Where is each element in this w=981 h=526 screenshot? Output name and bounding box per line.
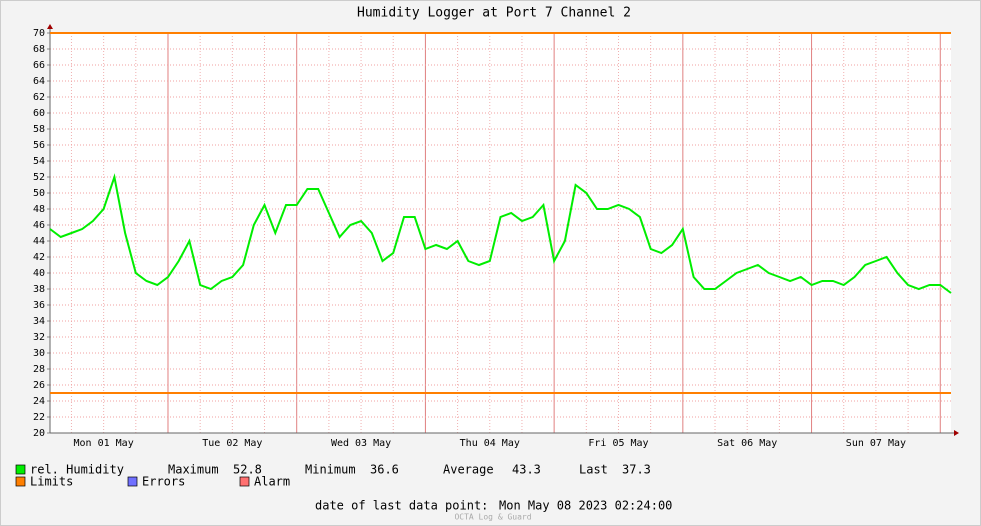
- y-tick-label: 36: [33, 300, 45, 311]
- y-tick-label: 52: [33, 172, 45, 183]
- y-tick-label: 66: [33, 60, 45, 71]
- plot-area: [50, 33, 951, 433]
- legend-label: Alarm: [254, 475, 290, 489]
- stat-label: Maximum: [168, 463, 219, 477]
- stat-label: Last: [579, 463, 608, 477]
- legend-swatch: [127, 476, 138, 487]
- x-axis-arrow: [954, 430, 959, 436]
- footer-label: date of last data point:: [315, 499, 488, 513]
- footer-date: Mon May 08 2023 02:24:00: [499, 499, 672, 513]
- y-tick-label: 68: [33, 44, 45, 55]
- x-tick-label: Tue 02 May: [202, 438, 262, 449]
- y-tick-label: 38: [33, 284, 45, 295]
- legend-swatch: [15, 464, 26, 475]
- legend-swatch: [239, 476, 250, 487]
- y-tick-label: 28: [33, 364, 45, 375]
- y-tick-label: 64: [33, 76, 45, 87]
- y-tick-label: 44: [33, 236, 45, 247]
- legend-swatch: [15, 476, 26, 487]
- stat-value: 36.6: [370, 463, 399, 477]
- y-tick-label: 42: [33, 252, 45, 263]
- x-tick-label: Sat 06 May: [717, 438, 777, 449]
- y-tick-label: 30: [33, 348, 45, 359]
- stat-value: 52.8: [233, 463, 262, 477]
- y-tick-label: 58: [33, 124, 45, 135]
- watermark: OCTA Log & Guard: [454, 513, 531, 522]
- y-tick-label: 40: [33, 268, 45, 279]
- y-tick-label: 20: [33, 428, 45, 439]
- x-tick-label: Sun 07 May: [846, 438, 906, 449]
- y-tick-label: 50: [33, 188, 45, 199]
- y-tick-label: 24: [33, 396, 45, 407]
- y-tick-label: 54: [33, 156, 45, 167]
- x-tick-label: Thu 04 May: [460, 438, 520, 449]
- stat-value: 37.3: [622, 463, 651, 477]
- x-tick-label: Wed 03 May: [331, 438, 391, 449]
- stat-value: 43.3: [512, 463, 541, 477]
- series-line: [49, 173, 952, 294]
- chart-title: Humidity Logger at Port 7 Channel 2: [357, 6, 631, 21]
- y-tick-label: 46: [33, 220, 45, 231]
- stat-label: Average: [443, 463, 494, 477]
- legend-label: rel. Humidity: [30, 463, 124, 477]
- y-tick-label: 32: [33, 332, 45, 343]
- y-tick-label: 22: [33, 412, 45, 423]
- legend-label: Errors: [142, 475, 185, 489]
- y-tick-label: 56: [33, 140, 45, 151]
- stat-label: Minimum: [305, 463, 356, 477]
- y-tick-label: 62: [33, 92, 45, 103]
- y-tick-label: 48: [33, 204, 45, 215]
- legend-label: Limits: [30, 475, 73, 489]
- x-tick-label: Fri 05 May: [588, 438, 648, 449]
- y-tick-label: 70: [33, 28, 45, 39]
- y-tick-label: 34: [33, 316, 45, 327]
- x-tick-label: Mon 01 May: [74, 438, 134, 449]
- y-tick-label: 60: [33, 108, 45, 119]
- y-tick-label: 26: [33, 380, 45, 391]
- y-axis-arrow: [47, 24, 53, 29]
